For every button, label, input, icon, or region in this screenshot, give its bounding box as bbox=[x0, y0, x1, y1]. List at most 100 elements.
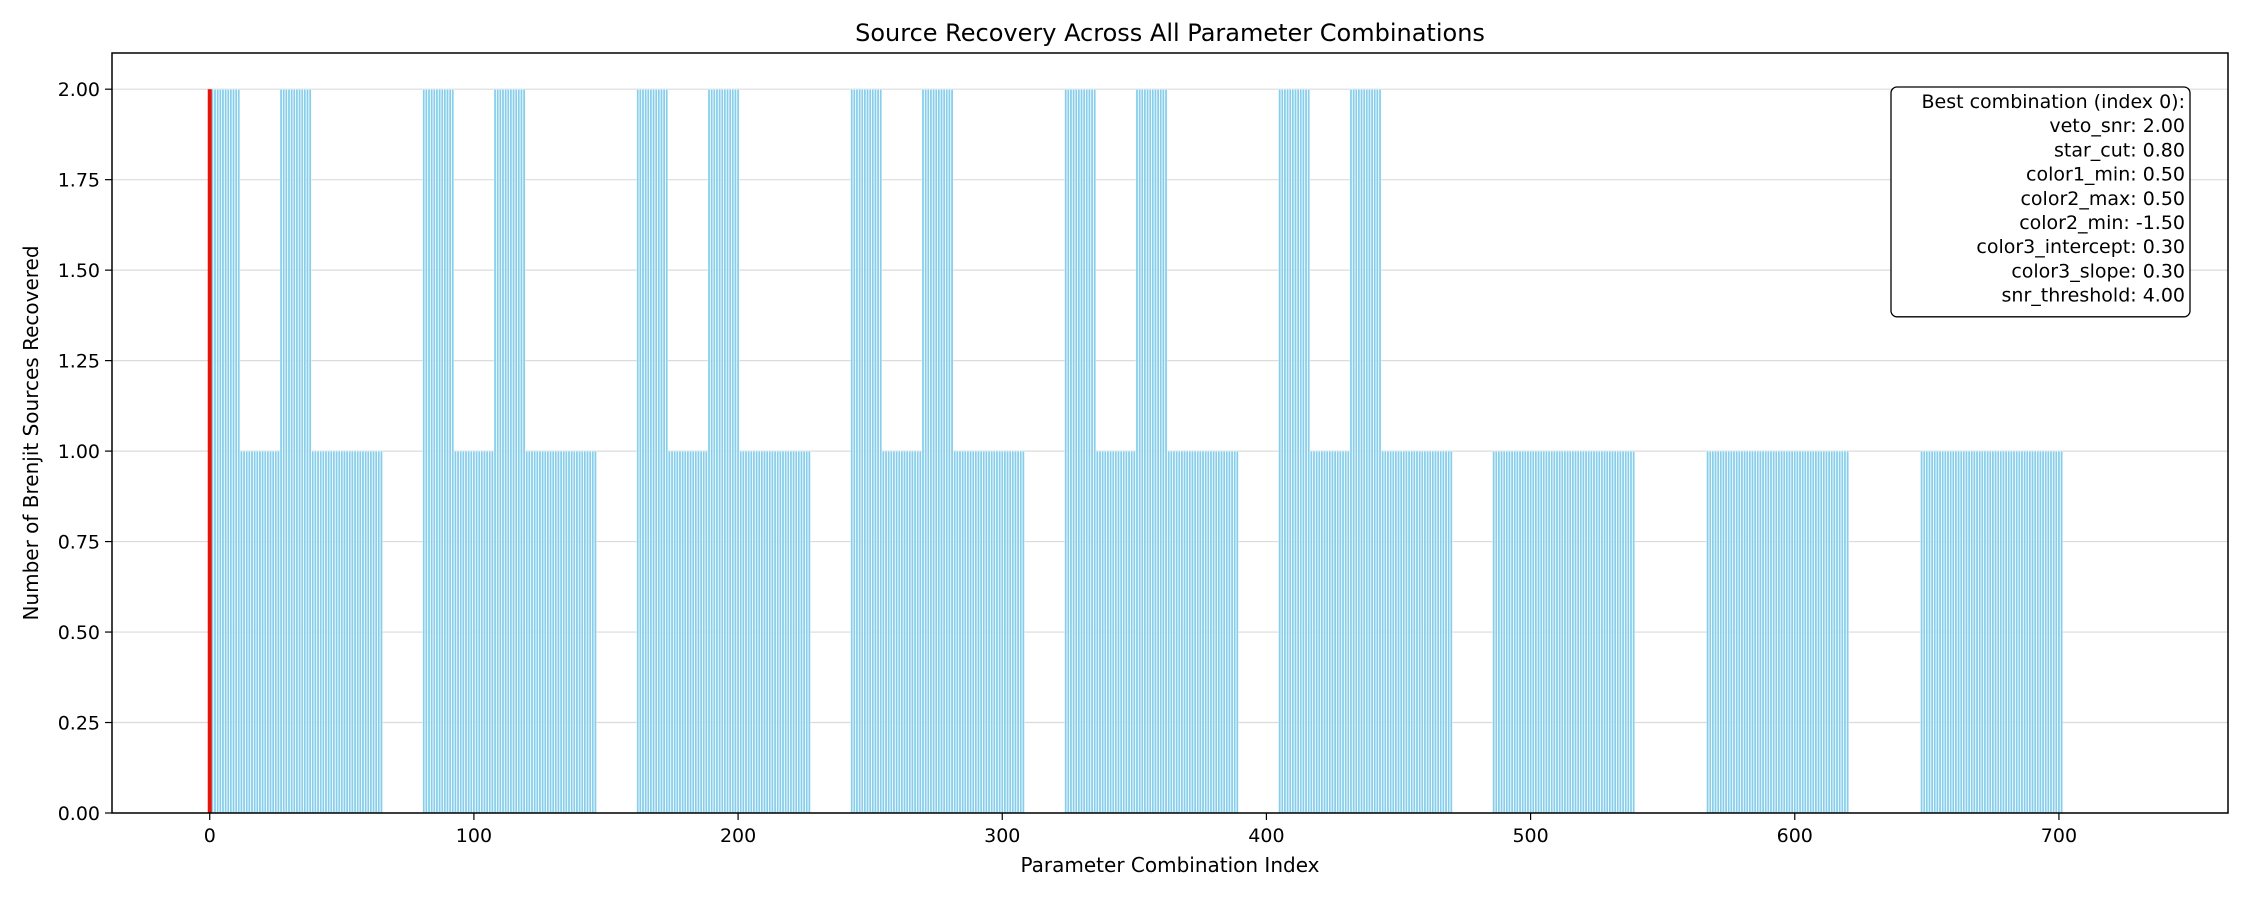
bar bbox=[1008, 450, 1012, 814]
bar bbox=[670, 450, 674, 814]
annotation-line: Best combination (index 0): bbox=[1922, 91, 2186, 113]
bar bbox=[430, 89, 433, 814]
bar bbox=[1561, 450, 1564, 814]
bar bbox=[2004, 450, 2008, 814]
bar bbox=[1537, 450, 1540, 814]
bar bbox=[332, 450, 336, 814]
bar bbox=[1125, 450, 1128, 814]
bar bbox=[306, 89, 309, 814]
bar bbox=[1360, 89, 1363, 814]
bar bbox=[248, 450, 251, 814]
bar bbox=[1959, 450, 1963, 814]
bar bbox=[1164, 89, 1168, 814]
bar bbox=[1325, 450, 1329, 814]
bar bbox=[699, 450, 703, 814]
bar bbox=[1986, 450, 1989, 814]
bar bbox=[1780, 450, 1783, 814]
bar bbox=[863, 89, 867, 814]
bar bbox=[654, 89, 658, 814]
bar bbox=[1016, 450, 1020, 814]
bar bbox=[1748, 450, 1752, 814]
bar bbox=[446, 89, 449, 814]
x-tick-label: 200 bbox=[720, 825, 756, 847]
bar bbox=[1151, 89, 1155, 814]
bar bbox=[1154, 89, 1157, 814]
bar bbox=[985, 450, 988, 814]
bar bbox=[227, 89, 230, 814]
chart-title: Source Recovery Across All Parameter Com… bbox=[855, 19, 1485, 47]
y-tick-label: 0.75 bbox=[58, 532, 100, 554]
bar bbox=[380, 450, 383, 814]
bar bbox=[1788, 450, 1791, 814]
bar bbox=[908, 450, 912, 814]
bar bbox=[477, 450, 481, 814]
bar bbox=[2010, 450, 2013, 814]
bar bbox=[1938, 450, 1942, 814]
bar bbox=[1785, 450, 1789, 814]
bar bbox=[237, 89, 241, 814]
bar bbox=[2023, 450, 2026, 814]
bar bbox=[694, 450, 698, 814]
bar bbox=[1952, 450, 1955, 814]
bar bbox=[528, 450, 531, 814]
bar bbox=[1944, 450, 1947, 814]
bar bbox=[705, 450, 708, 814]
bar bbox=[480, 450, 484, 814]
bar bbox=[1098, 450, 1102, 814]
bar bbox=[1138, 89, 1141, 814]
bar bbox=[890, 450, 893, 814]
bar bbox=[652, 89, 655, 814]
bar bbox=[1127, 450, 1131, 814]
bar bbox=[971, 450, 975, 814]
bar bbox=[1492, 450, 1495, 814]
bar bbox=[314, 450, 317, 814]
bar bbox=[1769, 450, 1773, 814]
bar bbox=[676, 450, 679, 814]
bar bbox=[586, 450, 589, 814]
bar bbox=[1716, 450, 1720, 814]
bar bbox=[345, 450, 349, 814]
x-tick-label: 100 bbox=[456, 825, 492, 847]
bar bbox=[1183, 450, 1186, 814]
bar bbox=[1706, 450, 1709, 814]
bar bbox=[541, 450, 544, 814]
bar bbox=[668, 450, 671, 814]
bar bbox=[1323, 450, 1326, 814]
bar bbox=[1436, 450, 1440, 814]
bar bbox=[1217, 450, 1221, 814]
bar bbox=[808, 450, 811, 814]
bar bbox=[916, 450, 919, 814]
bar bbox=[250, 450, 254, 814]
bar bbox=[1082, 89, 1086, 814]
bar bbox=[1373, 89, 1376, 814]
bar-layer bbox=[208, 89, 2063, 814]
bar bbox=[1576, 450, 1580, 814]
y-axis-label: Number of Brenjit Sources Recovered bbox=[19, 245, 43, 620]
bar bbox=[665, 89, 668, 814]
bar bbox=[1627, 450, 1630, 814]
bar bbox=[308, 89, 312, 814]
bar bbox=[559, 450, 563, 814]
bar bbox=[1563, 450, 1567, 814]
bar bbox=[792, 450, 795, 814]
bar bbox=[1814, 450, 1818, 814]
bar bbox=[1296, 89, 1300, 814]
bar bbox=[422, 89, 425, 814]
bar bbox=[530, 450, 534, 814]
bar bbox=[1587, 450, 1590, 814]
bar bbox=[1003, 450, 1007, 814]
bar bbox=[1497, 450, 1501, 814]
bar bbox=[1624, 450, 1627, 814]
bar bbox=[507, 89, 510, 814]
bar bbox=[459, 450, 462, 814]
bar bbox=[256, 450, 259, 814]
bar bbox=[242, 450, 246, 814]
bar bbox=[1410, 450, 1413, 814]
bar bbox=[319, 450, 322, 814]
bar bbox=[1600, 450, 1604, 814]
bar bbox=[462, 450, 465, 814]
x-tick-label: 500 bbox=[1512, 825, 1548, 847]
bar bbox=[562, 450, 565, 814]
bar bbox=[636, 89, 639, 814]
bar bbox=[1307, 89, 1310, 814]
